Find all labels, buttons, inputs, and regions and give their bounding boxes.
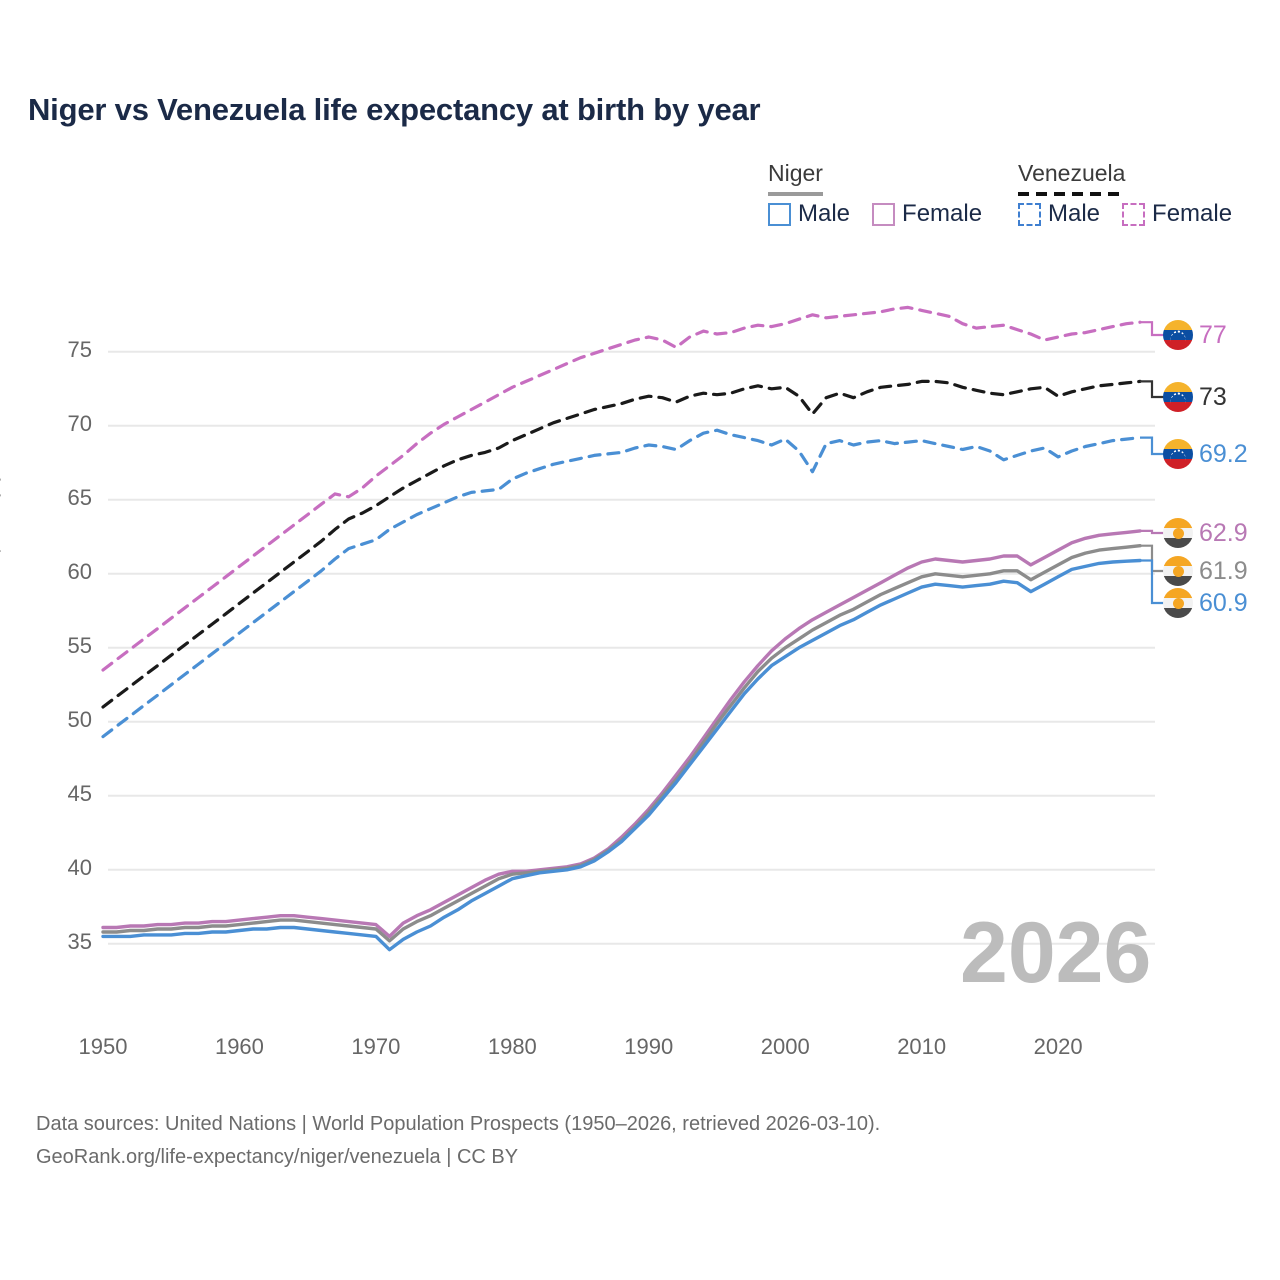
legend-swatch-icon xyxy=(1018,202,1041,226)
flag-detail-icon xyxy=(1172,565,1184,577)
footer-line-url: GeoRank.org/life-expectancy/niger/venezu… xyxy=(36,1146,519,1168)
legend-label: Male xyxy=(1048,200,1101,227)
x-axis-tick-label: 1970 xyxy=(351,1034,401,1059)
venezuela-flag-icon xyxy=(1163,382,1193,412)
series-line xyxy=(101,544,1142,943)
legend-swatch-icon xyxy=(768,202,791,226)
legend-item-venezuela-male[interactable]: Male xyxy=(1018,200,1100,228)
series-end-value: 77 xyxy=(1199,320,1227,349)
y-axis-tick-label: 50 xyxy=(67,706,92,732)
legend-items-niger: Male Female xyxy=(768,200,982,228)
series-end-label: 60.9 xyxy=(1163,588,1248,618)
series-line xyxy=(101,379,1142,709)
leader-line xyxy=(1140,559,1168,605)
series-end-label: 61.9 xyxy=(1163,556,1248,586)
series-line xyxy=(101,558,1142,952)
x-axis-tick-label: 1990 xyxy=(624,1034,674,1059)
venezuela-flag-icon xyxy=(1163,320,1193,350)
series-end-label: 77 xyxy=(1163,320,1227,350)
y-axis-tick-label: 60 xyxy=(67,558,92,584)
x-axis-tick-label: 2000 xyxy=(760,1034,810,1059)
flag-detail-icon xyxy=(1170,392,1186,403)
y-axis-tick-label: 70 xyxy=(67,410,92,436)
flag-detail-icon xyxy=(1172,527,1184,539)
series-end-value: 62.9 xyxy=(1199,518,1248,547)
legend-rule-venezuela xyxy=(1018,192,1126,196)
page-title: Niger vs Venezuela life expectancy at bi… xyxy=(28,92,761,127)
x-axis-tick-label: 1980 xyxy=(487,1034,537,1059)
niger-flag-icon xyxy=(1163,588,1193,618)
y-axis-tick-label: 75 xyxy=(67,336,92,362)
leader-line xyxy=(1140,380,1168,399)
legend-item-venezuela-female[interactable]: Female xyxy=(1122,200,1232,228)
leader-line xyxy=(1140,321,1168,337)
legend-items-venezuela: Male Female xyxy=(1018,200,1232,228)
series-end-label: 69.2 xyxy=(1163,439,1248,469)
venezuela-flag-icon xyxy=(1163,439,1193,469)
leader-line xyxy=(1140,544,1168,573)
legend-label: Female xyxy=(1152,200,1233,227)
x-axis-tick-label: 1960 xyxy=(214,1034,264,1059)
niger-flag-icon xyxy=(1163,518,1193,548)
flag-detail-icon xyxy=(1170,449,1186,460)
x-axis-tick-label: 2010 xyxy=(897,1034,947,1059)
chart-legend: Niger Male Female Venezuela Male xyxy=(760,160,1260,250)
y-axis-tick-label: 40 xyxy=(67,854,92,880)
flag-detail-icon xyxy=(1170,330,1186,341)
year-watermark: 2026 xyxy=(960,905,1152,1001)
series-line xyxy=(101,305,1142,672)
legend-label: Male xyxy=(798,200,851,227)
legend-country-venezuela: Venezuela xyxy=(1018,160,1126,186)
series-end-value: 60.9 xyxy=(1199,588,1248,617)
legend-swatch-icon xyxy=(1122,202,1146,226)
legend-group-venezuela: Venezuela Male Female xyxy=(1018,160,1232,227)
series-line xyxy=(101,529,1142,939)
series-end-label: 73 xyxy=(1163,382,1227,412)
x-axis-tick-label: 2020 xyxy=(1033,1034,1083,1059)
flag-detail-icon xyxy=(1172,597,1184,609)
legend-rule-niger xyxy=(768,192,823,196)
legend-item-niger-male[interactable]: Male xyxy=(768,200,850,228)
series-end-value: 61.9 xyxy=(1199,556,1248,585)
legend-group-niger: Niger Male Female xyxy=(768,160,982,227)
leader-line xyxy=(1140,436,1168,456)
y-axis-tick-label: 55 xyxy=(67,632,92,658)
leader-line xyxy=(1140,529,1168,535)
x-axis-tick-label: 1950 xyxy=(78,1034,128,1059)
y-axis-tick-label: 35 xyxy=(67,928,92,954)
series-line xyxy=(101,428,1142,739)
series-end-label: 62.9 xyxy=(1163,518,1248,548)
niger-flag-icon xyxy=(1163,556,1193,586)
y-axis-tick-label: 65 xyxy=(67,484,92,510)
y-axis-tick-label: 45 xyxy=(67,780,92,806)
footer: Data sources: United Nations | World Pop… xyxy=(36,1108,880,1174)
legend-swatch-icon xyxy=(872,202,896,226)
legend-country-niger: Niger xyxy=(768,160,823,186)
legend-item-niger-female[interactable]: Female xyxy=(872,200,982,228)
footer-line-sources: Data sources: United Nations | World Pop… xyxy=(36,1113,881,1135)
legend-label: Female xyxy=(902,200,983,227)
series-end-value: 73 xyxy=(1199,382,1227,411)
series-end-value: 69.2 xyxy=(1199,439,1248,468)
